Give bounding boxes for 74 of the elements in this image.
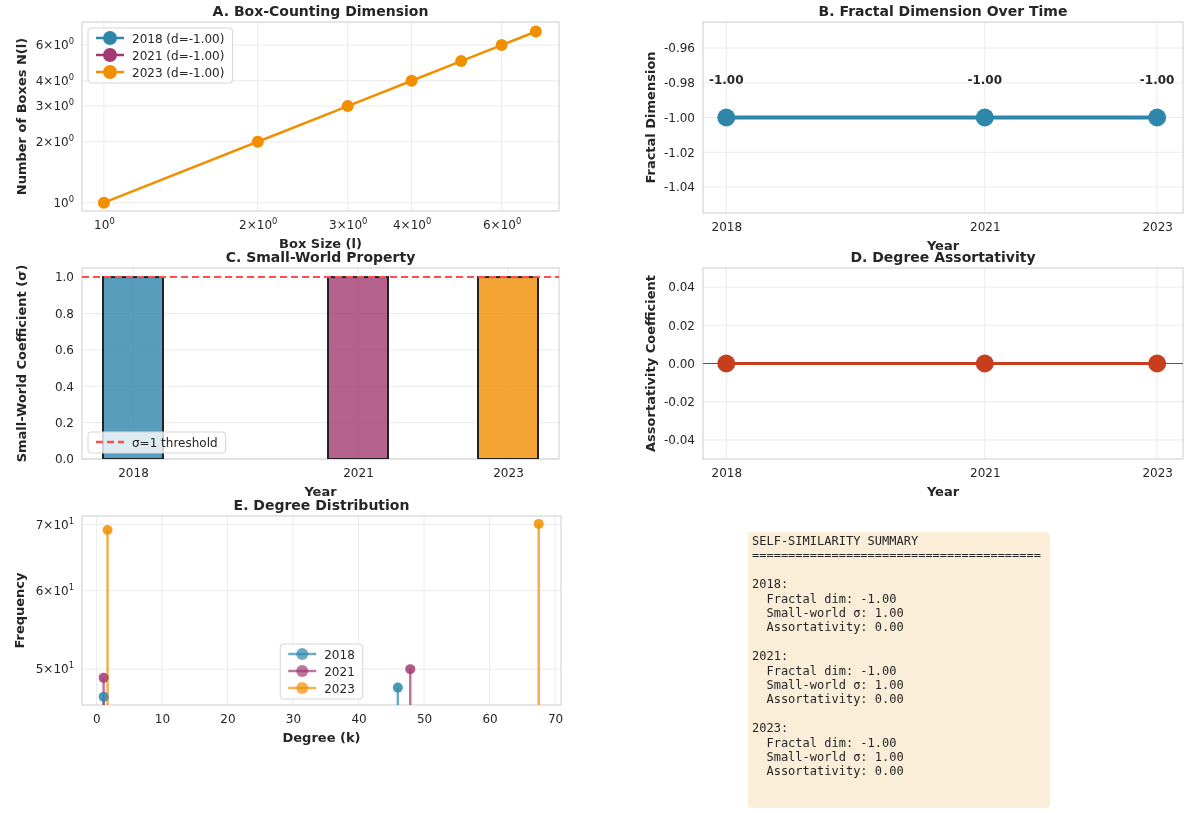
legend-label: 2023 (d=-1.00) xyxy=(132,65,225,80)
y-tick-label: 0.00 xyxy=(668,356,695,371)
x-tick-label: 2023 xyxy=(1142,219,1173,234)
y-axis-title: Assortativity Coefficient xyxy=(643,275,658,452)
y-tick-label: 0.6 xyxy=(54,343,74,358)
legend-label: 2021 xyxy=(324,664,355,679)
legend-label: 2023 xyxy=(324,681,355,696)
x-tick-label: 50 xyxy=(416,711,433,726)
chart-title: E. Degree Distribution xyxy=(233,497,410,513)
x-axis-title: Degree (k) xyxy=(282,730,361,745)
y-tick-label: 0.8 xyxy=(54,306,74,321)
x-tick-label: 2023 xyxy=(1142,465,1173,480)
y-tick-label: 0.04 xyxy=(668,280,695,295)
data-label: -1.00 xyxy=(708,72,744,87)
y-tick-label: -1.02 xyxy=(663,145,695,160)
legend-label: 2018 xyxy=(324,647,355,662)
text: 2023: Fractal dim: -1.00 Small-world σ: 1.00 Assortativity: 0.00 xyxy=(752,721,904,779)
y-tick-label: -1.04 xyxy=(663,180,695,195)
x-tick-label: 6×10$^{0}$ xyxy=(482,215,522,232)
y-tick-label: 0.2 xyxy=(54,415,74,430)
chart-title: A. Box-Counting Dimension xyxy=(212,3,429,19)
y-tick-label: 1.0 xyxy=(54,270,74,285)
x-tick-label: 0 xyxy=(93,711,101,726)
y-tick-label: 3×10$^{0}$ xyxy=(35,97,74,114)
y-axis-title: Frequency xyxy=(12,571,27,649)
legend-label: 2021 (d=-1.00) xyxy=(132,48,225,63)
x-tick-label: 2018 xyxy=(711,465,743,480)
text: 2021: Fractal dim: -1.00 Small-world σ: 1.00 Assortativity: 0.00 xyxy=(752,649,904,707)
data-label: -1.00 xyxy=(1139,72,1175,87)
x-tick-label: 2021 xyxy=(970,219,1001,234)
text: ======================================== xyxy=(752,548,1041,563)
y-tick-label: 4×10$^{0}$ xyxy=(35,72,74,89)
y-axis-title: Small-World Coefficient (σ) xyxy=(14,264,29,463)
chart-title: C. Small-World Property xyxy=(225,249,416,265)
y-tick-label: 0.02 xyxy=(668,318,695,333)
y-tick-label: 0.4 xyxy=(54,379,74,394)
x-axis-title: Year xyxy=(303,484,338,499)
chart-title: B. Fractal Dimension Over Time xyxy=(818,3,1068,19)
x-tick-label: 70 xyxy=(547,711,564,726)
x-tick-label: 2023 xyxy=(493,465,524,480)
y-tick-label: -0.96 xyxy=(663,41,695,56)
x-tick-label: 2018 xyxy=(118,465,149,480)
legend-label: σ=1 threshold xyxy=(132,435,218,450)
y-tick-label: 2×10$^{0}$ xyxy=(35,133,74,150)
x-tick-label: 10 xyxy=(154,711,171,726)
y-tick-label: 6×10$^{0}$ xyxy=(35,36,74,53)
x-tick-label: 3×10$^{0}$ xyxy=(329,215,368,232)
x-tick-label: 10$^{0}$ xyxy=(94,215,115,232)
x-tick-label: 2021 xyxy=(970,465,1001,480)
x-tick-label: 2018 xyxy=(711,219,743,234)
y-tick-label: -1.00 xyxy=(663,110,695,125)
y-axis-title: Number of Boxes N(l) xyxy=(14,37,29,196)
y-tick-label: -0.04 xyxy=(663,433,695,448)
x-tick-label: 20 xyxy=(220,711,236,726)
text: 2018: Fractal dim: -1.00 Small-world σ: 1.00 Assortativity: 0.00 xyxy=(752,577,904,635)
x-tick-label: 4×10$^{0}$ xyxy=(392,215,432,232)
y-axis-title: Fractal Dimension xyxy=(643,51,658,184)
x-tick-label: 2×10$^{0}$ xyxy=(239,215,278,232)
y-tick-label: 7×10$^{1}$ xyxy=(35,515,74,532)
y-tick-label: 6×10$^{1}$ xyxy=(35,582,74,599)
x-axis-title: Box Size (l) xyxy=(279,236,362,251)
x-tick-label: 40 xyxy=(351,711,367,726)
y-tick-label: 10$^{0}$ xyxy=(53,194,74,211)
y-tick-label: 5×10$^{1}$ xyxy=(35,660,74,677)
x-tick-label: 2021 xyxy=(343,465,374,480)
x-axis-title: Year xyxy=(925,484,960,499)
x-tick-label: 60 xyxy=(482,711,498,726)
legend-label: 2018 (d=-1.00) xyxy=(132,31,225,46)
text: SELF-SIMILARITY SUMMARY xyxy=(752,534,919,548)
data-label: -1.00 xyxy=(967,72,1003,87)
x-tick-label: 30 xyxy=(285,711,302,726)
y-tick-label: 0.0 xyxy=(54,452,74,467)
y-tick-label: -0.98 xyxy=(663,76,695,91)
y-tick-label: -0.02 xyxy=(663,395,695,410)
